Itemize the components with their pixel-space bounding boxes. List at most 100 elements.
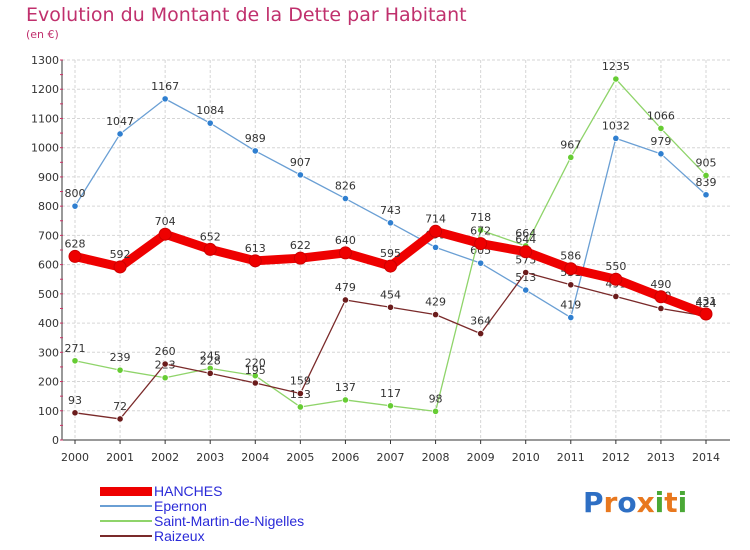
data-point-saint-martin-de-nigelles: [477, 226, 485, 234]
x-tick-label: 2010: [512, 451, 540, 464]
data-label-saint-martin-de-nigelles: 220: [245, 357, 266, 370]
data-label-raizeux: 260: [155, 345, 176, 358]
data-label-raizeux: 228: [200, 354, 221, 367]
legend-item-saint-martin-de-nigelles: Saint-Martin-de-Nigelles: [100, 514, 400, 529]
data-point-saint-martin-de-nigelles: [116, 366, 124, 374]
data-point-hanches: [384, 259, 397, 273]
legend-swatch-saint-martin-de-nigelles: [100, 520, 152, 522]
data-point-raizeux: [71, 409, 79, 417]
data-label-epernon: 907: [290, 156, 311, 169]
x-tick-label: 2003: [196, 451, 224, 464]
data-point-raizeux: [657, 304, 665, 313]
data-label-saint-martin-de-nigelles: 1066: [647, 109, 675, 122]
data-point-saint-martin-de-nigelles: [702, 171, 710, 180]
data-point-raizeux: [251, 379, 259, 387]
data-point-hanches: [203, 242, 217, 256]
x-tick-label: 2002: [151, 451, 179, 464]
data-label-raizeux: 159: [290, 375, 311, 388]
x-tick-label: 2014: [692, 451, 720, 464]
logo-letter: t: [664, 486, 678, 519]
x-tick-label: 2005: [286, 451, 314, 464]
data-label-hanches: 672: [470, 225, 491, 238]
x-tick-label: 2001: [106, 451, 134, 464]
legend-label-hanches: HANCHES: [154, 483, 223, 499]
chart-unit-label: (en €): [26, 28, 59, 41]
data-point-epernon: [341, 194, 350, 203]
data-label-raizeux: 364: [470, 315, 491, 328]
data-label-epernon: 743: [380, 204, 401, 217]
data-label-saint-martin-de-nigelles: 117: [380, 387, 401, 400]
y-tick-label: 900: [38, 171, 59, 184]
x-tick-label: 2012: [602, 451, 630, 464]
data-point-epernon: [116, 130, 124, 138]
data-label-saint-martin-de-nigelles: 239: [110, 351, 131, 364]
data-label-epernon: 826: [335, 180, 356, 193]
y-tick-label: 300: [38, 346, 59, 359]
legend-item-epernon: Epernon: [100, 499, 400, 514]
data-point-hanches: [158, 227, 172, 241]
data-point-raizeux: [116, 415, 124, 423]
data-label-raizeux: 429: [425, 296, 446, 309]
data-label-saint-martin-de-nigelles: 271: [65, 342, 86, 355]
x-tick-label: 2008: [422, 451, 450, 464]
data-point-hanches: [474, 237, 488, 251]
data-label-hanches: 613: [245, 242, 266, 255]
y-tick-label: 800: [38, 200, 59, 213]
logo-letter: i: [677, 486, 688, 519]
data-point-hanches: [293, 251, 307, 265]
x-tick-label: 2006: [331, 451, 359, 464]
x-tick-label: 2009: [467, 451, 495, 464]
data-point-raizeux: [161, 360, 169, 368]
data-point-saint-martin-de-nigelles: [251, 372, 259, 380]
x-tick-label: 2004: [241, 451, 269, 464]
legend-swatch-epernon: [100, 505, 152, 507]
data-point-hanches: [654, 290, 668, 304]
data-point-hanches: [699, 307, 713, 321]
data-point-epernon: [206, 119, 214, 127]
data-point-epernon: [296, 171, 304, 179]
data-point-raizeux: [522, 268, 530, 277]
data-point-saint-martin-de-nigelles: [567, 153, 575, 161]
data-label-epernon: 1167: [151, 80, 179, 93]
line-chart: 0 100 200 300 400 500 600 700 800 900 1000 1100 1200…: [31, 54, 730, 464]
data-label-epernon: 1084: [196, 104, 224, 117]
data-point-epernon: [522, 286, 530, 294]
data-label-epernon: 989: [245, 132, 266, 145]
y-tick-label: 1000: [31, 142, 59, 155]
logo-letter: r: [603, 486, 618, 519]
data-point-hanches: [68, 249, 82, 263]
chart-title: Evolution du Montant de la Dette par Hab…: [26, 4, 467, 26]
x-tick-label: 2007: [377, 451, 405, 464]
data-point-epernon: [702, 191, 710, 199]
data-label-epernon: 1047: [106, 115, 134, 128]
data-point-epernon: [657, 150, 665, 158]
data-label-hanches: 595: [380, 247, 401, 260]
data-point-saint-martin-de-nigelles: [657, 124, 665, 132]
data-label-raizeux: 195: [245, 364, 266, 377]
data-label-epernon: 839: [696, 176, 717, 189]
data-label-raizeux: 454: [380, 288, 401, 301]
legend-label-saint-martin-de-nigelles: Saint-Martin-de-Nigelles: [154, 513, 305, 529]
data-point-raizeux: [477, 329, 485, 338]
data-label-saint-martin-de-nigelles: 137: [335, 381, 356, 394]
y-tick-label: 1100: [31, 112, 59, 125]
data-point-raizeux: [341, 296, 350, 304]
data-point-saint-martin-de-nigelles: [431, 407, 440, 415]
data-point-hanches: [113, 260, 127, 274]
legend-item-raizeux: Raizeux: [100, 529, 400, 544]
data-label-hanches: 586: [560, 250, 581, 263]
data-point-raizeux: [386, 303, 395, 311]
data-label-raizeux: 479: [335, 281, 356, 294]
legend-swatch-hanches: [100, 487, 152, 496]
data-label-hanches: 431: [696, 295, 717, 308]
data-point-hanches: [519, 245, 533, 259]
data-label-hanches: 652: [200, 230, 221, 243]
data-point-raizeux: [612, 292, 620, 301]
x-tick-label: 2000: [61, 451, 89, 464]
data-point-raizeux: [296, 389, 304, 398]
data-point-epernon: [161, 95, 169, 103]
y-tick-label: 1200: [31, 83, 59, 96]
data-label-hanches: 704: [155, 215, 176, 228]
data-point-hanches: [338, 246, 352, 260]
